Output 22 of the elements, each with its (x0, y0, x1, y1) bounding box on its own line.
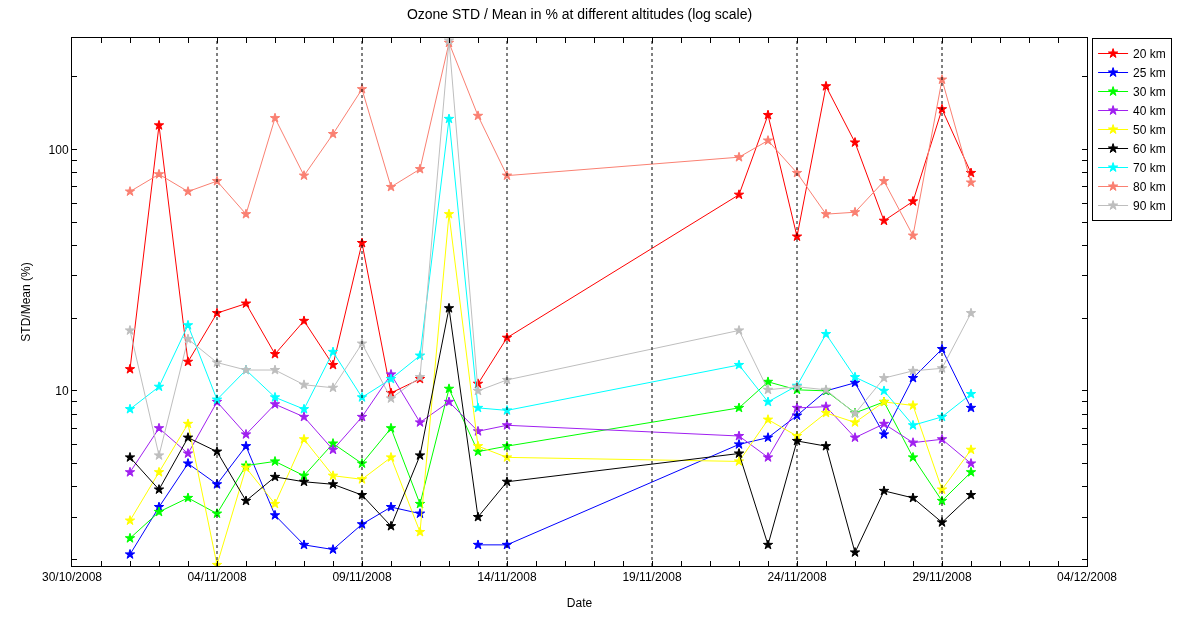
y-tick-label: 10 (55, 384, 69, 399)
x-tick-label: 14/11/2008 (477, 570, 537, 585)
x-axis-title: Date (566, 596, 593, 611)
legend-label: 30 km (1133, 85, 1166, 100)
legend-label: 25 km (1133, 66, 1166, 81)
y-axis-title: STD/Mean (%) (18, 262, 33, 342)
legend-label: 80 km (1133, 180, 1166, 195)
x-tick-label: 09/11/2008 (332, 570, 392, 585)
x-tick-label: 24/11/2008 (767, 570, 827, 585)
x-tick-label: 04/11/2008 (187, 570, 247, 585)
y-tick-label: 100 (48, 142, 69, 157)
legend-label: 60 km (1133, 142, 1166, 157)
x-tick-label: 19/11/2008 (622, 570, 682, 585)
x-tick-label: 29/11/2008 (912, 570, 972, 585)
legend-label: 50 km (1133, 123, 1166, 138)
x-tick-label: 04/12/2008 (1056, 570, 1118, 585)
legend-label: 20 km (1133, 47, 1166, 62)
chart-title: Ozone STD / Mean in % at different altitudes (log scale) (406, 6, 753, 23)
legend-label: 70 km (1133, 161, 1166, 176)
legend-label: 90 km (1133, 199, 1166, 214)
legend-label: 40 km (1133, 104, 1166, 119)
x-tick-label: 30/10/2008 (41, 570, 103, 585)
